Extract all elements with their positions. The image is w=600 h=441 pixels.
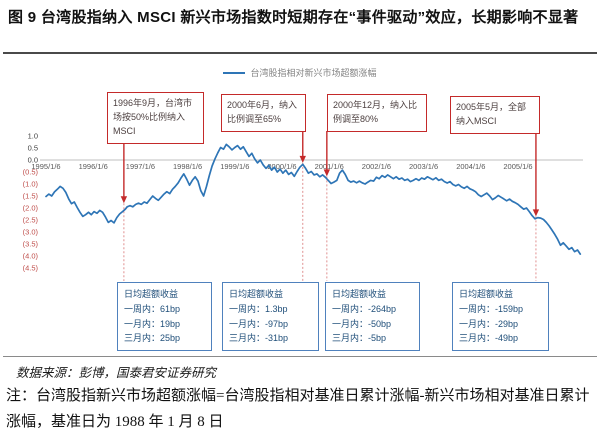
series-line: [45, 143, 582, 255]
y-tick-label: (3.0): [23, 228, 39, 237]
title-divider: [3, 52, 597, 54]
legend-label: 台湾股指相对新兴市场超额涨幅: [250, 68, 377, 79]
y-tick-label: (2.5): [23, 216, 39, 225]
stat-month: 一月内：-50bp: [332, 318, 392, 329]
stat-week: 一周内：1.3bp: [229, 304, 288, 315]
y-tick-label: (1.5): [23, 192, 39, 201]
event-annotation-2005: 2005年5月，全部纳入MSCI: [450, 96, 540, 134]
y-tick-label: (2.0): [23, 204, 39, 213]
source-divider: [3, 356, 597, 357]
stat-week: 一周内：61bp: [124, 304, 181, 315]
x-tick-label: 2002/1/6: [362, 162, 391, 171]
stat-box-title: 日均超额收益: [459, 289, 514, 299]
y-tick-label: 1.0: [28, 132, 38, 141]
stat-week: 一周内：-159bp: [459, 304, 524, 315]
stat-box-title: 日均超额收益: [124, 289, 179, 299]
stat-quarter: 三月内：-49bp: [459, 333, 519, 344]
event-annotation-2000-06: 2000年6月，纳入比例调至65%: [221, 94, 306, 132]
stat-box-2000-12: 日均超额收益 一周内：-264bp 一月内：-50bp 三月内：-5bp: [325, 282, 420, 351]
y-tick-label: (0.5): [23, 168, 39, 177]
stat-box-title: 日均超额收益: [332, 289, 387, 299]
x-tick-label: 2000/1/6: [267, 162, 296, 171]
stat-box-2000-06: 日均超额收益 一周内：1.3bp 一月内：-97bp 三月内：-31bp: [222, 282, 319, 351]
event-annotation-2000-12: 2000年12月，纳入比例调至80%: [327, 94, 427, 132]
x-tick-label: 2003/1/6: [409, 162, 438, 171]
stat-box-title: 日均超额收益: [229, 289, 284, 299]
event-annotation-1996: 1996年9月，台湾市场按50%比例纳入MSCI: [107, 92, 204, 144]
figure-title: 图 9 台湾股指纳入 MSCI 新兴市场指数时短期存在“事件驱动”效应，长期影响…: [8, 9, 579, 26]
data-source-text: 数据来源：彭博，国泰君安证券研究: [16, 366, 217, 380]
chart-legend: 台湾股指相对新兴市场超额涨幅: [0, 64, 600, 82]
event-arrowhead-icon: [323, 169, 331, 177]
stat-month: 一月内：19bp: [124, 318, 181, 329]
figure-note: 注：台湾股指新兴市场超额涨幅=台湾股指相对基准日累计涨幅-新兴市场相对基准日累计…: [6, 388, 590, 431]
y-tick-label: 0.5: [28, 144, 38, 153]
x-tick-label: 1995/1/6: [31, 162, 60, 171]
event-arrowhead-icon: [532, 209, 540, 217]
event-arrowhead-icon: [299, 155, 306, 163]
x-tick-label: 2005/1/6: [503, 162, 532, 171]
event-arrowhead-icon: [120, 196, 128, 204]
x-tick-label: 1997/1/6: [126, 162, 155, 171]
stat-box-1996: 日均超额收益 一周内：61bp 一月内：19bp 三月内：25bp: [117, 282, 212, 351]
y-tick-label: (1.0): [23, 180, 39, 189]
stat-month: 一月内：-97bp: [229, 318, 289, 329]
x-tick-label: 1996/1/6: [79, 162, 108, 171]
x-tick-label: 2004/1/6: [456, 162, 485, 171]
stat-quarter: 三月内：-31bp: [229, 333, 289, 344]
stat-quarter: 三月内：25bp: [124, 333, 181, 344]
y-tick-label: (3.5): [23, 240, 39, 249]
stat-box-2005: 日均超额收益 一周内：-159bp 一月内：-29bp 三月内：-49bp: [452, 282, 549, 351]
y-tick-label: 0.0: [28, 156, 38, 165]
x-tick-label: 1998/1/6: [173, 162, 202, 171]
y-tick-label: (4.5): [23, 264, 39, 273]
stat-quarter: 三月内：-5bp: [332, 333, 387, 344]
stat-week: 一周内：-264bp: [332, 304, 397, 315]
x-tick-label: 1999/1/6: [220, 162, 249, 171]
x-tick-label: 2001/1/6: [315, 162, 344, 171]
stat-month: 一月内：-29bp: [459, 318, 519, 329]
y-tick-label: (4.0): [23, 252, 39, 261]
legend-line-swatch: [223, 71, 246, 74]
